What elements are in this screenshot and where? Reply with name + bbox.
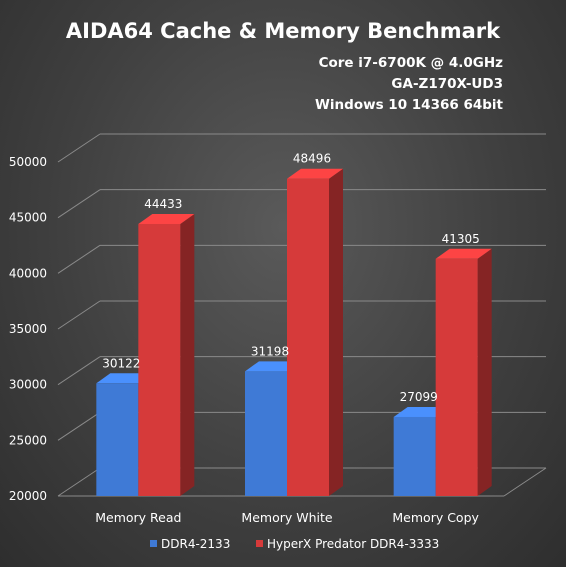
bar	[96, 383, 139, 496]
y-tick-label: 40000	[9, 266, 47, 280]
gridline-side	[57, 244, 101, 274]
x-category-label: Memory White	[241, 510, 332, 525]
legend-label: DDR4-2133	[161, 537, 230, 551]
data-labels: 30122 44433 31198 48496 27099 41305	[102, 152, 480, 404]
chart-text: AIDA64 Cache & Memory Benchmark Core i7-…	[66, 19, 504, 113]
bar	[393, 416, 436, 496]
bar	[435, 258, 478, 496]
chart-subtitle-1: Core i7-6700K @ 4.0GHz	[319, 55, 504, 71]
x-category-label: Memory Copy	[392, 510, 479, 525]
bar-side	[329, 168, 343, 496]
y-tick-label: 35000	[9, 322, 47, 336]
bars	[96, 168, 492, 497]
data-label: 31198	[251, 344, 289, 358]
bar	[245, 371, 287, 496]
chart-subtitle-3: Windows 10 14366 64bit	[315, 97, 504, 113]
y-tick-label: 25000	[9, 433, 47, 447]
bar-top	[287, 168, 343, 179]
x-category-label: Memory Read	[95, 510, 181, 525]
y-axis-ticks: 20000 25000 30000 35000 40000 45000 50000	[9, 155, 47, 503]
bar	[138, 223, 181, 497]
floor-right-edge	[503, 467, 547, 497]
gridline-side	[57, 411, 101, 441]
data-label: 48496	[293, 152, 331, 166]
chart-subtitle-2: GA-Z170X-UD3	[391, 76, 503, 92]
data-label: 44433	[144, 197, 182, 211]
gridline-side	[57, 356, 101, 386]
y-tick-label: 45000	[9, 211, 47, 225]
legend-label: HyperX Predator DDR4-3333	[267, 537, 439, 551]
data-label: 30122	[102, 356, 140, 370]
y-tick-label: 50000	[9, 155, 47, 169]
bar-side	[180, 213, 195, 497]
legend-swatch	[256, 540, 263, 547]
gridline-side	[57, 133, 101, 163]
bar-top	[138, 213, 195, 224]
gridline-side	[57, 467, 101, 497]
y-tick-label: 30000	[9, 378, 47, 392]
data-label: 27099	[400, 390, 438, 404]
bar-side	[477, 248, 492, 496]
gridline-side	[57, 189, 101, 219]
x-axis-categories: Memory Read Memory White Memory Copy	[95, 510, 479, 525]
gridline-side	[57, 300, 101, 330]
bar-top	[435, 248, 492, 259]
data-label: 41305	[442, 232, 480, 246]
legend-swatch	[150, 540, 157, 547]
bar	[287, 178, 329, 496]
legend: DDR4-2133 HyperX Predator DDR4-3333	[150, 537, 439, 551]
y-tick-label: 20000	[9, 489, 47, 503]
chart-title: AIDA64 Cache & Memory Benchmark	[66, 19, 501, 43]
